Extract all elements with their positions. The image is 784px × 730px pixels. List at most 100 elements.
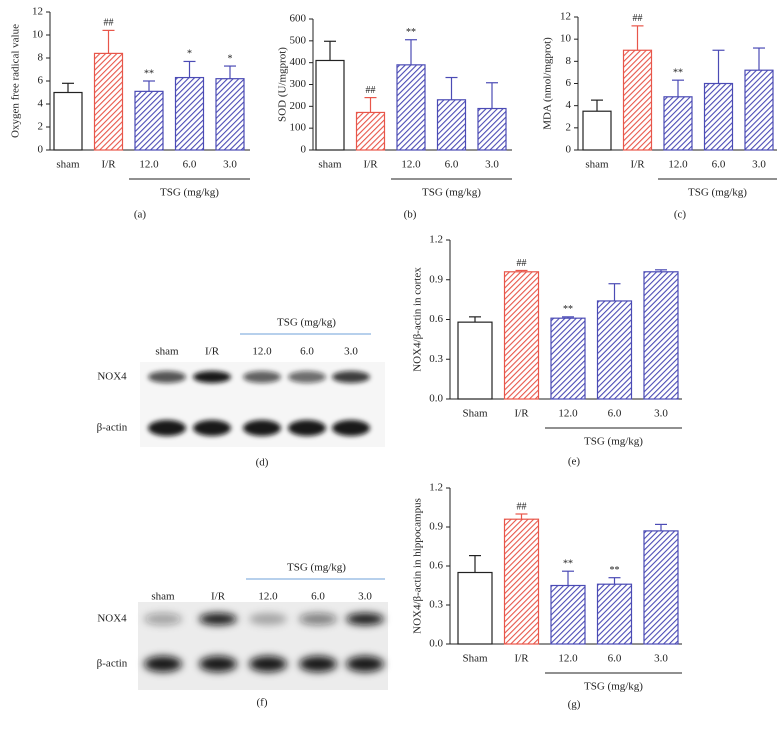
lane-label: 6.0 (300, 346, 314, 358)
blot-band (199, 656, 237, 672)
lane-label: sham (151, 591, 175, 603)
x-tick-label: 12.0 (558, 408, 578, 420)
bar (550, 317, 586, 400)
group-label: TSG (mg/kg) (688, 187, 747, 199)
bar (315, 59, 345, 151)
row-label: NOX4 (97, 371, 127, 383)
y-tick-label: 600 (290, 13, 307, 25)
y-tick-label: 10 (32, 29, 44, 41)
x-tick-label: 6.0 (445, 159, 459, 171)
row-label: β-actin (97, 422, 128, 434)
panel-label: (e) (568, 456, 581, 468)
blot-band (249, 656, 287, 672)
bar (550, 584, 586, 645)
x-tick-label: I/R (630, 159, 645, 171)
x-tick-label: 3.0 (485, 159, 499, 171)
blot-band (288, 371, 326, 383)
bar (396, 64, 426, 151)
bar (134, 90, 164, 151)
group-label: TSG (mg/kg) (584, 681, 643, 693)
y-tick-label: 12 (560, 11, 571, 23)
y-tick-label: 200 (290, 100, 307, 112)
blot-band (199, 613, 237, 625)
y-tick-label: 1.2 (429, 234, 443, 246)
x-tick-label: 3.0 (223, 159, 237, 171)
x-tick-label: 12.0 (558, 653, 578, 665)
blot-band (243, 371, 281, 383)
y-tick-label: 4 (38, 98, 44, 110)
y-tick-label: 6 (566, 77, 572, 89)
lane-label: 3.0 (358, 591, 372, 603)
lane-label: 6.0 (311, 591, 325, 603)
x-tick-label: I/R (363, 159, 378, 171)
panel-label: (g) (568, 699, 581, 711)
y-tick-label: 4 (566, 99, 572, 111)
bar (622, 49, 653, 151)
lane-label: sham (155, 346, 179, 358)
y-tick-label: 0 (301, 144, 307, 156)
y-tick-label: 0 (38, 144, 44, 156)
x-tick-label: 6.0 (608, 653, 622, 665)
panel-label: (f) (257, 697, 268, 709)
x-tick-label: 3.0 (654, 653, 668, 665)
bar (215, 78, 245, 151)
significance: ** (610, 565, 620, 576)
x-tick-label: 6.0 (608, 408, 622, 420)
lane-label: 12.0 (258, 591, 278, 603)
blot-band (346, 613, 384, 625)
y-tick-label: 0.0 (429, 638, 443, 650)
row-label: β-actin (97, 658, 128, 670)
bar (503, 518, 540, 645)
x-tick-label: 6.0 (712, 159, 726, 171)
lane-label: I/R (205, 346, 220, 358)
significance: ** (563, 558, 573, 569)
y-tick-label: 8 (38, 52, 44, 64)
lane-label: 12.0 (252, 346, 272, 358)
group-label: TSG (mg/kg) (584, 436, 643, 448)
significance: ## (633, 13, 643, 24)
y-tick-label: 500 (290, 34, 307, 46)
blot-band (243, 420, 281, 436)
bar (596, 300, 633, 400)
blot-group-label: TSG (mg/kg) (287, 562, 346, 574)
row-label: NOX4 (97, 613, 127, 625)
panel-label: (b) (404, 209, 417, 221)
y-tick-label: 100 (290, 122, 307, 134)
group-label: TSG (mg/kg) (160, 187, 219, 199)
y-tick-label: 300 (290, 78, 307, 90)
significance: * (228, 53, 233, 64)
significance: ** (673, 67, 683, 78)
x-tick-label: 3.0 (752, 159, 766, 171)
bar (457, 571, 493, 645)
x-tick-label: 3.0 (654, 408, 668, 420)
y-tick-label: 0.0 (429, 393, 443, 405)
significance: ** (144, 68, 154, 79)
y-tick-label: 0.9 (429, 273, 443, 285)
y-tick-label: 8 (566, 55, 572, 67)
x-tick-label: sham (318, 159, 342, 171)
blot-band (299, 613, 337, 625)
bar (582, 110, 612, 151)
y-tick-label: 0.9 (429, 521, 443, 533)
y-tick-label: 0.6 (429, 313, 443, 325)
panel-label: (a) (134, 209, 147, 221)
bar (703, 82, 734, 151)
bar (457, 321, 493, 400)
significance: ** (406, 27, 416, 38)
significance: ## (366, 85, 376, 96)
x-tick-label: 12.0 (401, 159, 421, 171)
y-tick-label: 0.3 (429, 599, 443, 611)
bar (663, 96, 693, 151)
y-axis-label: SOD (U/mgprot) (277, 47, 289, 122)
blot-band (193, 420, 231, 436)
blot-band (148, 371, 186, 383)
x-tick-label: 6.0 (183, 159, 197, 171)
significance: ## (104, 18, 114, 29)
lane-label: 3.0 (344, 346, 358, 358)
blot-band (144, 613, 182, 625)
y-axis-label: NOX4/β-actin in cortex (412, 267, 424, 372)
y-axis-label: MDA (nmol/mgprot) (542, 37, 554, 130)
blot-band (193, 371, 231, 383)
x-tick-label: Sham (462, 408, 488, 420)
